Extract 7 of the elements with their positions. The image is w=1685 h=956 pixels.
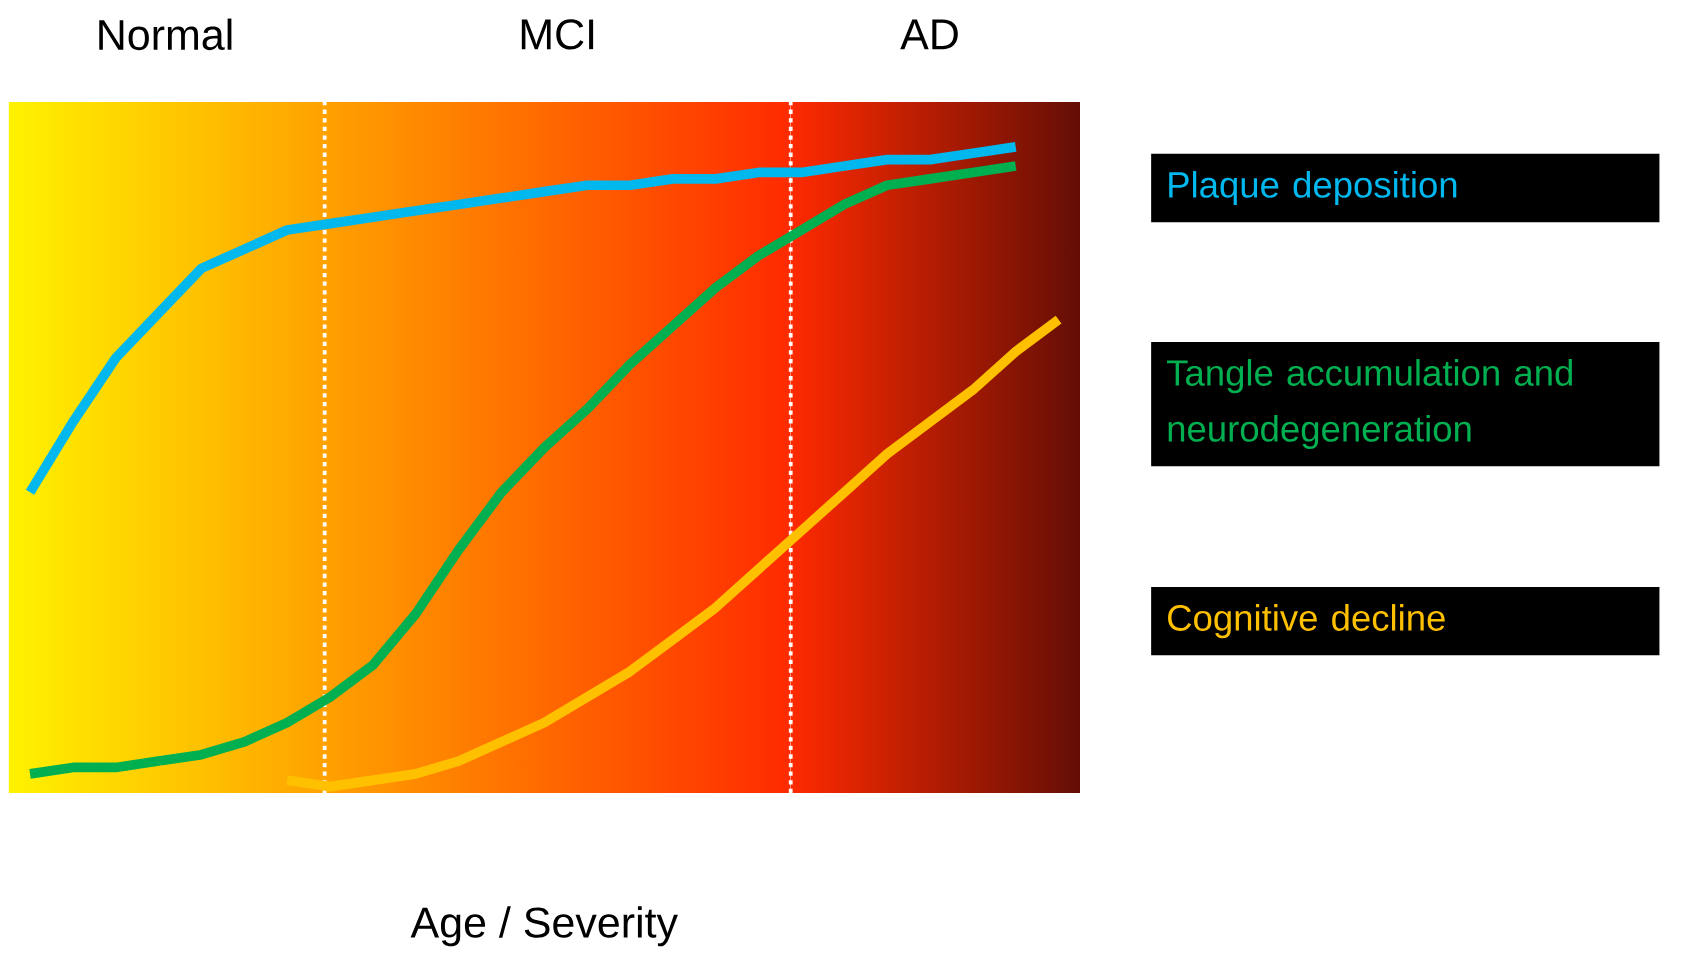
text: Normal xyxy=(99,18,232,50)
text: Cognitive decline xyxy=(1168,603,1445,638)
text: AD xyxy=(900,19,958,49)
text: Plaque deposition xyxy=(1169,170,1457,205)
text: Tangle accumulation and neurodegeneration xyxy=(1167,358,1572,449)
text: MCI xyxy=(521,18,594,50)
x-axis-title: Age / Severity xyxy=(410,906,678,947)
